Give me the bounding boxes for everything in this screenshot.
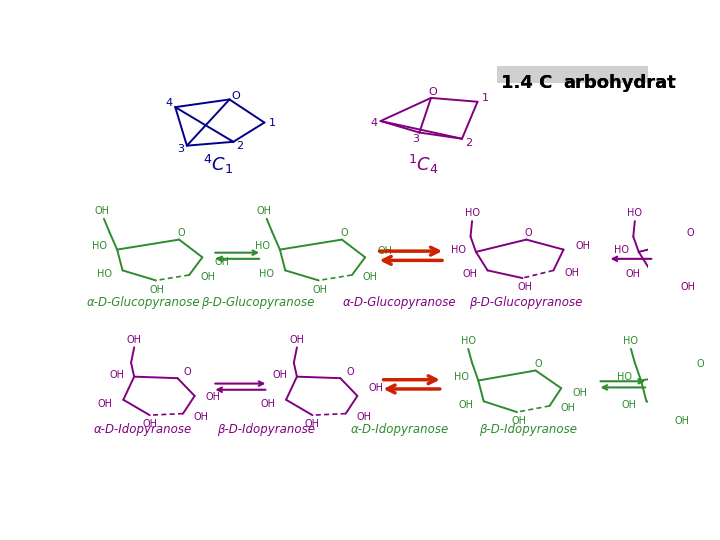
Text: 1.4 C: 1.4 C	[500, 74, 552, 92]
Text: OH: OH	[205, 393, 220, 402]
Text: OH: OH	[564, 268, 580, 278]
Text: HO: HO	[259, 269, 274, 279]
Text: OH: OH	[200, 272, 215, 282]
Text: OH: OH	[194, 413, 209, 422]
Text: O: O	[697, 359, 704, 369]
Text: arbohydrat: arbohydrat	[563, 74, 675, 92]
Text: 1: 1	[269, 118, 276, 127]
Text: β-D-Idopyranose: β-D-Idopyranose	[217, 423, 315, 436]
Text: α-D-Glucopyranose: α-D-Glucopyranose	[86, 296, 200, 309]
Text: O: O	[687, 228, 694, 238]
Text: O: O	[428, 87, 437, 97]
Text: 4: 4	[166, 98, 173, 109]
Text: O: O	[524, 228, 531, 238]
Text: O: O	[184, 367, 192, 377]
Text: O: O	[231, 91, 240, 100]
Text: OH: OH	[675, 416, 690, 426]
Text: HO: HO	[454, 373, 469, 382]
Text: HO: HO	[624, 336, 639, 346]
Text: OH: OH	[260, 399, 275, 409]
Text: OH: OH	[110, 370, 125, 380]
Text: OH: OH	[621, 400, 636, 410]
Text: HO: HO	[464, 208, 480, 218]
Text: HO: HO	[92, 241, 107, 251]
Text: OH: OH	[459, 400, 474, 410]
Text: OH: OH	[377, 246, 392, 256]
Text: OH: OH	[94, 206, 109, 216]
Text: β-D-Glucopyranose: β-D-Glucopyranose	[469, 296, 582, 309]
Text: OH: OH	[512, 416, 527, 426]
Text: HO: HO	[451, 245, 466, 255]
Text: OH: OH	[573, 388, 588, 398]
Text: β-D-Glucopyranose: β-D-Glucopyranose	[201, 296, 314, 309]
Text: HO: HO	[96, 269, 112, 279]
Text: OH: OH	[273, 370, 287, 380]
Text: OH: OH	[625, 269, 640, 279]
Text: OH: OH	[97, 399, 112, 409]
Text: O: O	[534, 359, 541, 369]
Text: OH: OH	[150, 285, 165, 295]
Text: OH: OH	[142, 420, 157, 429]
Text: OH: OH	[680, 282, 695, 292]
Text: α-D-Idopyranose: α-D-Idopyranose	[94, 423, 192, 436]
Text: 1: 1	[482, 93, 489, 103]
Text: OH: OH	[257, 206, 272, 216]
Text: HO: HO	[613, 245, 629, 255]
Text: 2: 2	[464, 138, 472, 147]
Text: O: O	[346, 367, 354, 377]
Text: arbohydrat: arbohydrat	[563, 74, 675, 92]
Text: OH: OH	[560, 403, 575, 413]
Text: OH: OH	[289, 335, 305, 345]
Text: OH: OH	[368, 383, 383, 393]
Text: OH: OH	[305, 420, 320, 429]
Text: 3: 3	[412, 134, 419, 144]
Text: OH: OH	[312, 285, 328, 295]
Text: HO: HO	[255, 241, 270, 251]
Text: $^4C_1$: $^4C_1$	[203, 153, 233, 177]
Text: β-D-Idopyranose: β-D-Idopyranose	[479, 423, 577, 436]
Text: 3: 3	[177, 145, 184, 154]
Text: O: O	[178, 228, 185, 239]
Text: HO: HO	[617, 373, 631, 382]
Text: OH: OH	[517, 282, 532, 292]
Text: OH: OH	[356, 413, 372, 422]
Text: HO: HO	[627, 208, 642, 218]
Text: 1.4 C: 1.4 C	[500, 74, 552, 92]
Text: OH: OH	[575, 241, 590, 251]
Text: HO: HO	[461, 336, 476, 346]
Text: O: O	[341, 228, 348, 239]
Text: OH: OH	[215, 257, 230, 267]
Text: OH: OH	[462, 269, 477, 279]
Text: OH: OH	[363, 272, 378, 282]
Text: α-D-Glucopyranose: α-D-Glucopyranose	[343, 296, 456, 309]
FancyBboxPatch shape	[497, 66, 648, 83]
Text: OH: OH	[127, 335, 142, 345]
Text: 2: 2	[236, 140, 243, 151]
Text: 4: 4	[371, 118, 378, 127]
Text: $^1C_4$: $^1C_4$	[408, 153, 438, 177]
Text: α-D-Idopyranose: α-D-Idopyranose	[351, 423, 449, 436]
